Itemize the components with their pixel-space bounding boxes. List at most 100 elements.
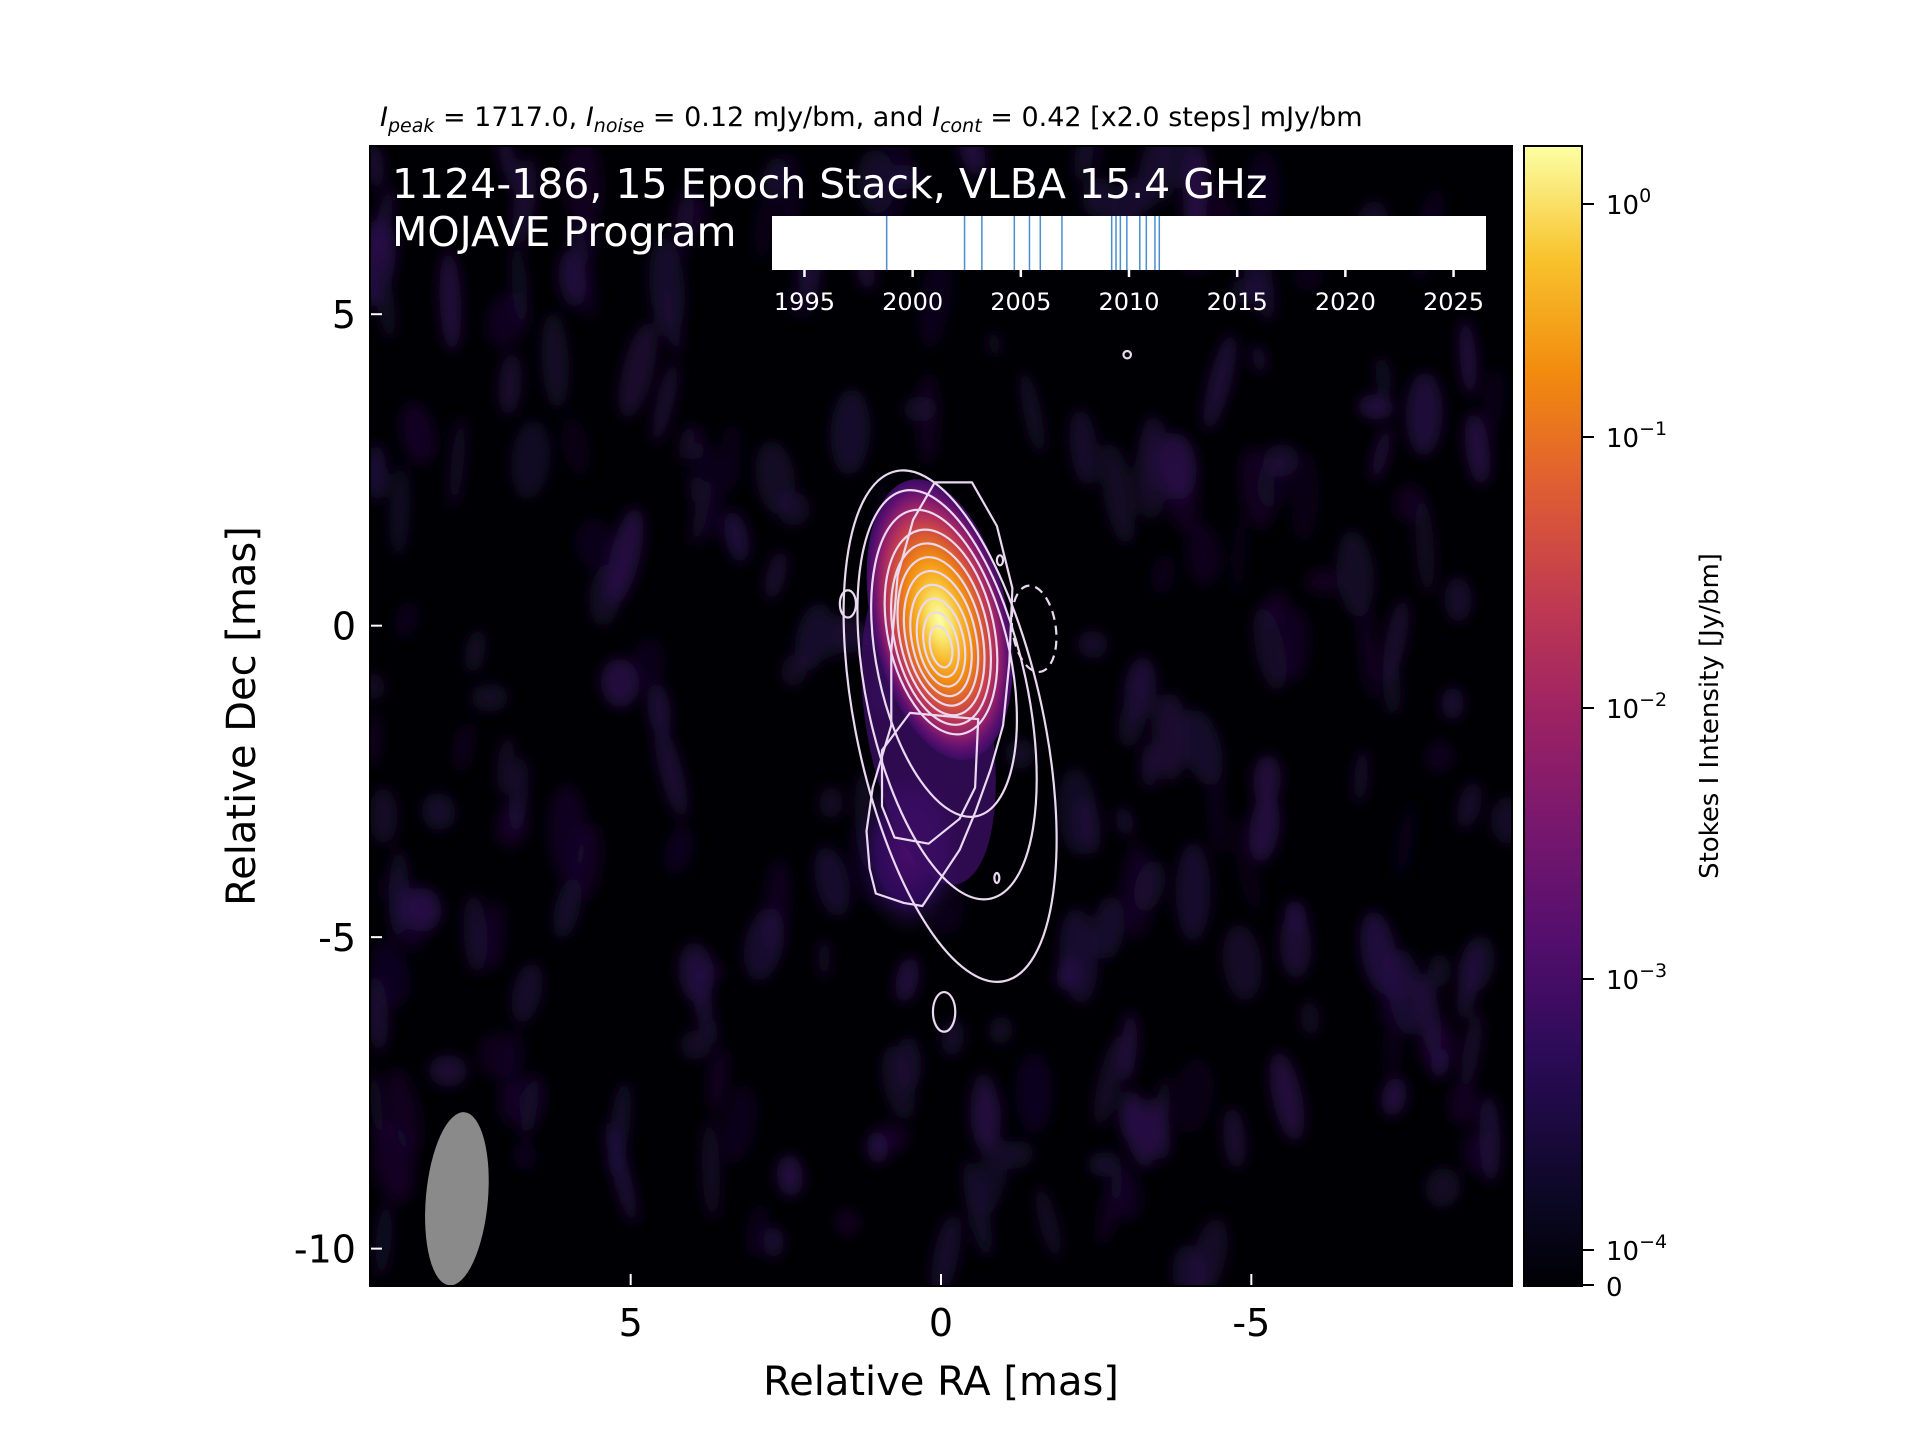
noise-blob (386, 1067, 421, 1156)
noise-blob (1291, 451, 1319, 543)
noise-blob (794, 603, 833, 671)
contour-line (922, 611, 960, 679)
y-tick-label: -10 (294, 1228, 356, 1272)
noise-blob (510, 420, 551, 500)
noise-blob (776, 1154, 804, 1197)
noise-blob (495, 801, 529, 849)
noise-blob (743, 907, 785, 981)
noise-blob (1375, 355, 1392, 398)
x-tick-label: 5 (619, 1301, 643, 1345)
noise-blob (1077, 146, 1104, 172)
noise-blob (1415, 495, 1435, 596)
noise-blob (785, 285, 817, 319)
epoch-tick-label: 1995 (774, 288, 835, 316)
noise-blob (370, 443, 387, 502)
noise-blob (1447, 1082, 1479, 1126)
noise-blob (1190, 1218, 1228, 1286)
noise-blob (1456, 943, 1482, 1021)
noise-blob (1482, 367, 1504, 438)
noise-blob (497, 735, 515, 796)
noise-blob (918, 253, 953, 350)
noise-blob (988, 1016, 1013, 1044)
beam-ellipse (425, 1112, 489, 1286)
noise-blob (1459, 318, 1477, 397)
noise-blob (1444, 576, 1472, 623)
noise-blob (1279, 911, 1312, 979)
contour-jet (880, 711, 980, 845)
noise-blob (881, 1045, 916, 1121)
noise-blob (678, 942, 714, 1004)
noise-blob (498, 352, 522, 416)
noise-blob (835, 1209, 860, 1236)
noise-blob (470, 683, 509, 712)
noise-blob (973, 1088, 1002, 1149)
noise-blob (1379, 936, 1395, 1027)
noise-blob (689, 442, 725, 541)
noise-blob (1279, 607, 1310, 682)
noise-blob (375, 1201, 393, 1279)
noise-blob (830, 388, 871, 476)
noise-blob (439, 250, 462, 353)
noise-blob (1456, 781, 1482, 829)
noise-blob (465, 629, 486, 674)
epoch-timeline-box (772, 216, 1486, 270)
noise-blob (1158, 432, 1197, 500)
noise-blob (649, 236, 686, 338)
noise-blob (511, 962, 543, 1024)
noise-blob (1418, 1021, 1457, 1072)
noise-blob (1222, 924, 1262, 1001)
contour-line (902, 569, 980, 707)
noise-blob (1425, 1167, 1461, 1208)
colorbar: 100 10−1 10−2 10−3 10−4 0 Stokes I Intensity … (1523, 145, 1725, 1303)
contour-outer (865, 481, 1014, 908)
noise-blob (870, 1123, 910, 1154)
noise-blob (605, 1123, 637, 1225)
epoch-tick-label: 2015 (1207, 288, 1268, 316)
noise-blob (1101, 442, 1136, 545)
noise-blob (1300, 1000, 1320, 1037)
colorbar-ticks: 100 10−1 10−2 10−3 10−4 0 (1582, 185, 1667, 1303)
noise-blob (1142, 412, 1159, 499)
noise-blob (1371, 426, 1391, 482)
noise-blob (1186, 523, 1221, 586)
noise-blob (1405, 372, 1443, 456)
contour-blob (995, 554, 1005, 567)
noise-blob (1304, 568, 1342, 596)
noise-blob (1396, 803, 1414, 879)
noise-blob (701, 1119, 721, 1220)
noise-blob (678, 424, 695, 463)
noise-blob (1173, 1058, 1215, 1134)
noise-blob (845, 618, 861, 647)
noise-blob (1094, 1035, 1125, 1127)
noise-blob (1203, 333, 1237, 431)
image-stats-header: Ipeak = 1717.0, Inoise = 0.12 mJy/bm, an… (380, 102, 1363, 137)
colorbar-tick-label: 100 (1606, 185, 1651, 221)
noise-blob (498, 146, 520, 193)
program-label: MOJAVE Program (392, 208, 736, 256)
noise-blob (707, 1046, 729, 1113)
y-tick-label: -5 (318, 916, 356, 960)
epoch-tick-label: 2020 (1315, 288, 1376, 316)
noise-blob (1464, 412, 1491, 485)
noise-blob (1082, 177, 1116, 218)
noise-blob (1358, 394, 1394, 420)
colorbar-fill (1524, 146, 1582, 1286)
noise-blob (1479, 1094, 1501, 1184)
epoch-tick-label: 2025 (1423, 288, 1484, 316)
noise-blob (606, 507, 644, 605)
noise-blob (871, 146, 912, 233)
contours (838, 349, 1133, 1033)
contour-blob (838, 589, 858, 619)
noise-blob (1251, 344, 1266, 373)
noise-blob (763, 1226, 784, 1258)
noise-blob (1232, 513, 1247, 597)
noise-blob (917, 372, 939, 466)
noise-blob (1057, 767, 1097, 856)
noise-blob (1077, 630, 1109, 659)
colorbar-tick-label: 10−3 (1606, 960, 1667, 996)
noise-blob (1088, 1151, 1122, 1177)
noise-blob (548, 783, 588, 882)
noise-blob (1222, 1107, 1246, 1170)
noise-blob (817, 937, 831, 980)
noise-blob (958, 146, 986, 177)
